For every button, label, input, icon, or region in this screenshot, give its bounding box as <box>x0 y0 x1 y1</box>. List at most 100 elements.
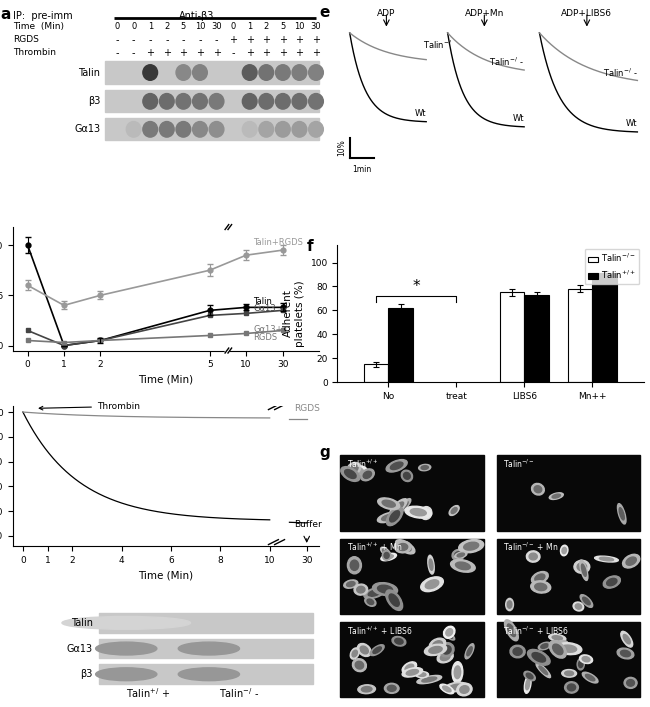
Ellipse shape <box>567 684 576 691</box>
Ellipse shape <box>347 462 361 474</box>
Text: -: - <box>165 35 168 45</box>
Ellipse shape <box>351 468 363 474</box>
Ellipse shape <box>96 668 157 681</box>
Ellipse shape <box>242 65 257 81</box>
Text: Thrombin: Thrombin <box>13 48 56 57</box>
Ellipse shape <box>364 588 385 599</box>
Ellipse shape <box>410 508 426 516</box>
Ellipse shape <box>450 684 463 690</box>
Text: Talin$^{+/+}$ + Mn: Talin$^{+/+}$ + Mn <box>346 541 402 554</box>
Ellipse shape <box>555 643 567 650</box>
Ellipse shape <box>510 645 525 658</box>
Text: Gα13: Gα13 <box>254 305 276 313</box>
Ellipse shape <box>341 467 360 481</box>
Ellipse shape <box>309 93 323 109</box>
Ellipse shape <box>534 486 541 493</box>
Text: 30: 30 <box>211 22 222 31</box>
Text: +: + <box>213 48 220 58</box>
Text: 2: 2 <box>264 22 269 31</box>
Ellipse shape <box>460 686 469 694</box>
Bar <box>389 308 413 382</box>
Ellipse shape <box>582 597 590 604</box>
Ellipse shape <box>365 597 376 607</box>
Ellipse shape <box>382 501 395 507</box>
Ellipse shape <box>552 644 563 655</box>
Ellipse shape <box>513 648 522 655</box>
Ellipse shape <box>354 584 368 595</box>
Text: +: + <box>262 35 270 45</box>
Text: 2: 2 <box>164 22 170 31</box>
Bar <box>341 455 484 531</box>
Text: -: - <box>148 35 152 45</box>
Text: 1min: 1min <box>352 165 372 175</box>
Ellipse shape <box>276 65 290 81</box>
Text: Talin: Talin <box>78 68 100 78</box>
Ellipse shape <box>389 594 399 607</box>
Text: 0: 0 <box>114 22 120 31</box>
Text: +: + <box>146 48 154 58</box>
Ellipse shape <box>437 651 453 663</box>
Ellipse shape <box>400 501 408 510</box>
Text: Talin$^{-/}$ -: Talin$^{-/}$ - <box>489 56 524 69</box>
Text: Talin+RGDS: Talin+RGDS <box>254 238 304 247</box>
Text: +: + <box>246 35 254 45</box>
Text: f: f <box>307 239 313 254</box>
Ellipse shape <box>384 552 389 559</box>
Ellipse shape <box>595 556 618 562</box>
Ellipse shape <box>539 666 548 674</box>
Ellipse shape <box>463 542 478 550</box>
Ellipse shape <box>386 460 407 472</box>
Ellipse shape <box>209 93 224 109</box>
Text: ADP+LIBS6: ADP+LIBS6 <box>562 8 612 18</box>
Ellipse shape <box>360 469 374 481</box>
Legend: Talin$^{-/-}$, Talin$^{+/+}$: Talin$^{-/-}$, Talin$^{+/+}$ <box>584 249 640 284</box>
Ellipse shape <box>586 674 595 681</box>
Text: 10: 10 <box>195 22 205 31</box>
Ellipse shape <box>429 559 433 571</box>
Ellipse shape <box>429 646 442 653</box>
Ellipse shape <box>143 93 157 109</box>
Ellipse shape <box>350 560 359 571</box>
Text: Talin$^{+/ }$ +: Talin$^{+/ }$ + <box>125 686 170 700</box>
Ellipse shape <box>384 683 399 694</box>
Text: +: + <box>229 35 237 45</box>
Ellipse shape <box>386 507 403 526</box>
Ellipse shape <box>358 643 371 657</box>
Bar <box>364 364 389 382</box>
Text: 0: 0 <box>131 22 136 31</box>
Ellipse shape <box>418 673 426 677</box>
Ellipse shape <box>624 677 637 689</box>
Ellipse shape <box>292 122 307 137</box>
Text: Gα13+: Gα13+ <box>254 325 283 334</box>
Ellipse shape <box>552 494 560 498</box>
Y-axis label: Adherent
platelets (%): Adherent platelets (%) <box>283 280 305 346</box>
Ellipse shape <box>529 553 538 560</box>
Ellipse shape <box>396 539 415 554</box>
Ellipse shape <box>599 557 614 561</box>
Ellipse shape <box>454 551 462 559</box>
Ellipse shape <box>507 601 512 608</box>
Ellipse shape <box>419 464 431 471</box>
Ellipse shape <box>424 644 447 655</box>
Ellipse shape <box>242 93 257 109</box>
Ellipse shape <box>382 551 391 561</box>
Ellipse shape <box>446 629 452 636</box>
Ellipse shape <box>551 641 572 651</box>
Text: Gα13: Gα13 <box>74 124 100 134</box>
Ellipse shape <box>192 65 207 81</box>
Ellipse shape <box>346 582 355 587</box>
Text: -: - <box>115 48 119 58</box>
Ellipse shape <box>451 508 457 513</box>
X-axis label: Time (Min): Time (Min) <box>138 570 194 580</box>
Bar <box>593 274 617 382</box>
Ellipse shape <box>606 578 617 585</box>
Ellipse shape <box>507 624 515 636</box>
Ellipse shape <box>425 580 439 589</box>
Text: Time  (Min): Time (Min) <box>13 22 64 31</box>
Ellipse shape <box>565 671 573 676</box>
Ellipse shape <box>352 659 367 672</box>
Ellipse shape <box>526 673 533 679</box>
Ellipse shape <box>443 686 451 692</box>
Ellipse shape <box>259 122 274 137</box>
Ellipse shape <box>276 122 290 137</box>
